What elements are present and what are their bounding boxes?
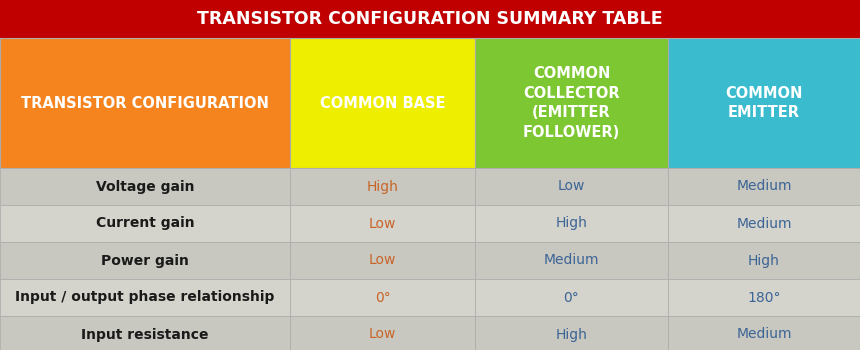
Text: Low: Low — [558, 180, 585, 194]
Bar — [0, 168, 290, 205]
Text: Voltage gain: Voltage gain — [95, 180, 194, 194]
Text: TRANSISTOR CONFIGURATION SUMMARY TABLE: TRANSISTOR CONFIGURATION SUMMARY TABLE — [197, 10, 663, 28]
Bar — [475, 205, 668, 242]
Bar — [668, 205, 860, 242]
Bar — [668, 168, 860, 205]
Text: High: High — [556, 328, 587, 342]
Bar — [290, 38, 475, 168]
Bar — [668, 242, 860, 279]
Bar — [290, 205, 475, 242]
Text: Power gain: Power gain — [101, 253, 189, 267]
Text: TRANSISTOR CONFIGURATION: TRANSISTOR CONFIGURATION — [21, 96, 269, 111]
Bar — [475, 316, 668, 350]
Text: COMMON BASE: COMMON BASE — [320, 96, 445, 111]
Text: Input / output phase relationship: Input / output phase relationship — [15, 290, 274, 304]
Bar — [668, 316, 860, 350]
Text: Medium: Medium — [736, 217, 792, 231]
Text: 180°: 180° — [747, 290, 781, 304]
Bar — [475, 168, 668, 205]
Text: Medium: Medium — [736, 328, 792, 342]
Bar — [0, 242, 290, 279]
Text: High: High — [748, 253, 780, 267]
Text: 0°: 0° — [375, 290, 390, 304]
Bar — [475, 242, 668, 279]
Text: 0°: 0° — [563, 290, 580, 304]
Bar — [0, 0, 860, 38]
Text: Medium: Medium — [736, 180, 792, 194]
Bar — [290, 242, 475, 279]
Text: COMMON
COLLECTOR
(EMITTER
FOLLOWER): COMMON COLLECTOR (EMITTER FOLLOWER) — [523, 66, 620, 140]
Bar — [475, 279, 668, 316]
Bar — [0, 205, 290, 242]
Text: Low: Low — [369, 217, 396, 231]
Text: Input resistance: Input resistance — [81, 328, 209, 342]
Bar — [290, 316, 475, 350]
Text: High: High — [556, 217, 587, 231]
Bar — [0, 279, 290, 316]
Text: Medium: Medium — [544, 253, 599, 267]
Text: Low: Low — [369, 328, 396, 342]
Text: COMMON
EMITTER: COMMON EMITTER — [725, 86, 802, 120]
Bar — [668, 38, 860, 168]
Text: Current gain: Current gain — [95, 217, 194, 231]
Bar — [290, 279, 475, 316]
Bar — [475, 38, 668, 168]
Text: Low: Low — [369, 253, 396, 267]
Bar — [0, 316, 290, 350]
Bar — [668, 279, 860, 316]
Text: High: High — [366, 180, 398, 194]
Bar — [0, 38, 290, 168]
Bar — [290, 168, 475, 205]
